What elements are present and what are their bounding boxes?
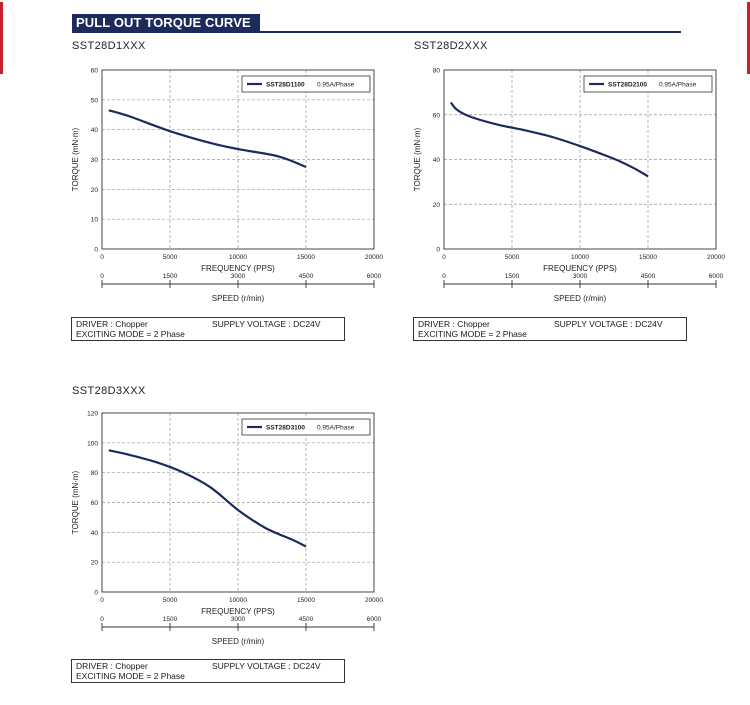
legend-model: SST28D3100 <box>266 425 305 432</box>
section-title-rule <box>72 31 681 33</box>
y-tick-label: 120 <box>87 411 98 418</box>
speed-tick-label: 3000 <box>231 273 246 280</box>
x-tick-label: 20000 <box>365 254 383 261</box>
x-axis-title: FREQUENCY (PPS) <box>201 607 275 616</box>
torque-curve <box>108 449 307 548</box>
torque-curve <box>108 109 307 168</box>
speed-tick-label: 6000 <box>367 273 382 280</box>
x-tick-label: 10000 <box>571 254 589 261</box>
legend-current: 0.95A/Phase <box>659 82 697 89</box>
speed-tick-label: 3000 <box>231 616 246 623</box>
x-tick-label: 5000 <box>505 254 520 261</box>
accent-bar-left <box>0 2 3 74</box>
x-axis-title: FREQUENCY (PPS) <box>543 264 617 273</box>
y-tick-label: 10 <box>91 217 99 224</box>
legend-model: SST28D1100 <box>266 82 305 89</box>
x-tick-label: 15000 <box>297 254 315 261</box>
speed-tick-label: 4500 <box>299 616 314 623</box>
y-tick-label: 30 <box>91 157 99 164</box>
driver-label: DRIVER : Chopper <box>418 319 490 329</box>
chart-title-3: SST28D3XXX <box>72 385 146 397</box>
conditions-box-1: DRIVER : Chopper SUPPLY VOLTAGE : DC24V E… <box>71 317 345 341</box>
y-tick-label: 50 <box>91 97 99 104</box>
supply-voltage-label: SUPPLY VOLTAGE : DC24V <box>212 661 321 671</box>
plot-frame <box>443 69 717 250</box>
conditions-box-2: DRIVER : Chopper SUPPLY VOLTAGE : DC24V E… <box>413 317 687 341</box>
legend-box <box>241 75 371 93</box>
supply-voltage-label: SUPPLY VOLTAGE : DC24V <box>212 319 321 329</box>
y-tick-label: 20 <box>433 202 441 209</box>
x-tick-label: 10000 <box>229 597 247 604</box>
speed-tick-label: 0 <box>100 273 104 280</box>
speed-tick-label: 4500 <box>641 273 656 280</box>
speed-tick-label: 1500 <box>163 616 178 623</box>
y-tick-label: 80 <box>91 470 99 477</box>
speed-axis-title: SPEED (r/min) <box>212 637 265 646</box>
speed-tick-label: 0 <box>100 616 104 623</box>
x-tick-label: 20000 <box>707 254 725 261</box>
y-axis-title: TORQUE (mN·m) <box>71 127 80 191</box>
y-axis-title: TORQUE (mN·m) <box>413 127 422 191</box>
y-tick-label: 40 <box>91 530 99 537</box>
speed-tick-label: 4500 <box>299 273 314 280</box>
conditions-box-3: DRIVER : Chopper SUPPLY VOLTAGE : DC24V E… <box>71 659 345 683</box>
y-tick-label: 60 <box>91 500 99 507</box>
y-tick-label: 0 <box>436 247 440 254</box>
speed-tick-label: 6000 <box>709 273 724 280</box>
driver-label: DRIVER : Chopper <box>76 319 148 329</box>
chart-title-2: SST28D2XXX <box>414 40 488 52</box>
x-tick-label: 5000 <box>163 254 178 261</box>
legend-box <box>583 75 713 93</box>
y-tick-label: 0 <box>94 590 98 597</box>
x-tick-label: 0 <box>100 254 104 261</box>
legend-model: SST28D2100 <box>608 82 647 89</box>
speed-tick-label: 1500 <box>505 273 520 280</box>
y-tick-label: 20 <box>91 560 99 567</box>
x-tick-label: 0 <box>100 597 104 604</box>
plot-frame <box>101 412 375 593</box>
exciting-mode-label: EXCITING MODE = 2 Phase <box>76 329 185 339</box>
speed-axis-title: SPEED (r/min) <box>554 294 607 303</box>
y-tick-label: 0 <box>94 247 98 254</box>
x-tick-label: 15000 <box>297 597 315 604</box>
y-tick-label: 60 <box>91 68 99 75</box>
torque-curve <box>449 101 649 178</box>
section-title: PULL OUT TORQUE CURVE <box>72 14 260 31</box>
y-tick-label: 60 <box>433 112 441 119</box>
supply-voltage-label: SUPPLY VOLTAGE : DC24V <box>554 319 663 329</box>
y-tick-label: 80 <box>433 68 441 75</box>
y-tick-label: 40 <box>91 127 99 134</box>
speed-tick-label: 1500 <box>163 273 178 280</box>
x-tick-label: 10000 <box>229 254 247 261</box>
x-tick-label: 15000 <box>639 254 657 261</box>
speed-axis-title: SPEED (r/min) <box>212 294 265 303</box>
speed-tick-label: 6000 <box>367 616 382 623</box>
speed-tick-label: 3000 <box>573 273 588 280</box>
y-tick-label: 40 <box>433 157 441 164</box>
legend-current: 0.95A/Phase <box>317 425 355 432</box>
x-tick-label: 0 <box>442 254 446 261</box>
y-axis-title: TORQUE (mN·m) <box>71 470 80 534</box>
driver-label: DRIVER : Chopper <box>76 661 148 671</box>
legend-current: 0.95A/Phase <box>317 82 355 89</box>
x-axis-title: FREQUENCY (PPS) <box>201 264 275 273</box>
exciting-mode-label: EXCITING MODE = 2 Phase <box>76 671 185 681</box>
x-tick-label: 20000 <box>365 597 383 604</box>
speed-tick-label: 0 <box>442 273 446 280</box>
y-tick-label: 100 <box>87 440 98 447</box>
y-tick-label: 20 <box>91 187 99 194</box>
accent-bar-right <box>747 2 750 74</box>
x-tick-label: 5000 <box>163 597 178 604</box>
plot-frame <box>101 69 375 250</box>
chart-title-1: SST28D1XXX <box>72 40 146 52</box>
exciting-mode-label: EXCITING MODE = 2 Phase <box>418 329 527 339</box>
legend-box <box>241 418 371 436</box>
